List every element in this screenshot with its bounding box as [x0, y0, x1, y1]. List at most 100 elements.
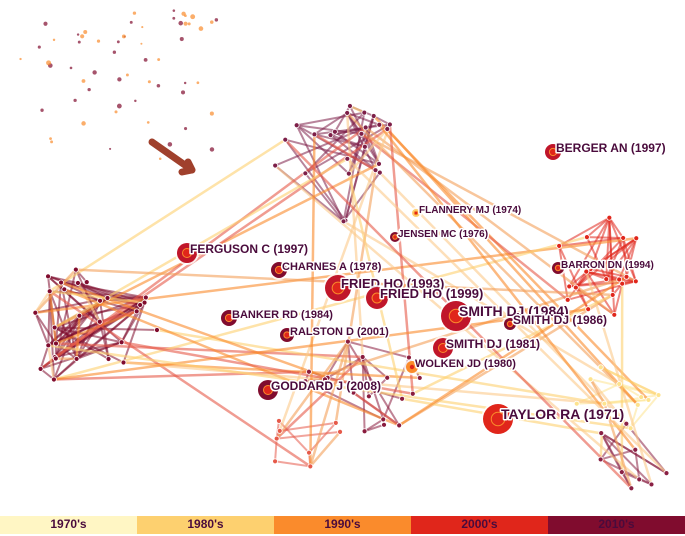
- edge: [47, 345, 56, 380]
- edge: [346, 112, 639, 406]
- legend: 1970's 1980's 1990's 2000's 2010's: [0, 516, 685, 534]
- edge: [589, 378, 628, 425]
- node-label: TAYLOR RA (1971): [501, 406, 624, 422]
- node: [272, 162, 279, 169]
- minimap-node: [214, 18, 219, 22]
- node-label: CHARNES A (1978): [282, 261, 382, 273]
- node: [133, 308, 140, 315]
- node-core: [408, 363, 416, 371]
- minimap-node: [183, 21, 188, 26]
- node: [51, 324, 58, 331]
- minimap-node: [87, 87, 91, 92]
- node: [627, 425, 634, 432]
- node: [120, 359, 127, 366]
- node: [399, 395, 405, 402]
- legend-label: 2000's: [461, 517, 498, 531]
- node: [154, 327, 160, 333]
- minimap-node: [129, 20, 133, 24]
- node: [396, 422, 403, 429]
- node: [45, 342, 52, 349]
- node: [380, 416, 387, 423]
- node: [273, 435, 280, 442]
- minimap-node: [81, 121, 86, 126]
- minimap-node: [141, 26, 144, 29]
- node: [384, 126, 391, 132]
- edge: [48, 344, 631, 430]
- edge: [278, 420, 310, 454]
- minimap-node: [210, 20, 214, 24]
- node: [347, 103, 353, 109]
- node: [603, 276, 610, 283]
- node: [623, 273, 630, 280]
- node: [566, 283, 573, 290]
- edge: [313, 133, 377, 172]
- node-core: [392, 234, 398, 240]
- edge: [308, 422, 337, 454]
- node: [362, 124, 369, 131]
- node-label: JENSEN MC (1976): [398, 229, 488, 240]
- node: [72, 266, 79, 273]
- node: [628, 485, 635, 492]
- edge: [75, 315, 81, 360]
- node-core: [331, 281, 345, 295]
- node-label: WOLKEN JD (1980): [415, 358, 516, 370]
- edge: [48, 291, 58, 344]
- node: [332, 419, 339, 426]
- node: [306, 368, 312, 375]
- minimap-node: [19, 57, 22, 61]
- node: [587, 376, 594, 383]
- edge: [342, 220, 620, 386]
- node-label: FERGUSON C (1997): [190, 242, 308, 256]
- edge: [49, 290, 312, 468]
- edge: [295, 124, 350, 175]
- minimap-node: [146, 121, 150, 124]
- minimap-node: [77, 40, 81, 44]
- edge: [34, 290, 51, 314]
- node: [51, 376, 57, 383]
- edge: [361, 356, 385, 420]
- node: [358, 130, 365, 137]
- node-label: FRIED HO (1993): [341, 276, 444, 291]
- node: [344, 338, 351, 345]
- minimap-node: [180, 90, 186, 95]
- node: [636, 476, 643, 483]
- legend-swatch: [0, 516, 138, 534]
- minimap-node: [198, 26, 204, 31]
- edge: [275, 356, 364, 440]
- node: [416, 375, 423, 381]
- node: [556, 243, 563, 249]
- node: [638, 394, 645, 401]
- edge: [122, 302, 146, 363]
- node: [386, 121, 393, 128]
- node: [345, 170, 352, 177]
- node: [105, 356, 112, 362]
- minimap-node: [116, 103, 122, 109]
- node: [141, 299, 148, 306]
- node-core: [438, 343, 448, 353]
- node: [96, 318, 103, 325]
- node: [619, 280, 626, 287]
- edge: [39, 345, 50, 370]
- node: [601, 400, 608, 407]
- minimap-node: [209, 111, 214, 116]
- edge: [398, 275, 628, 427]
- node-label: BERGER AN (1997): [556, 141, 666, 155]
- node: [611, 311, 618, 318]
- node: [616, 276, 623, 283]
- minimap-node: [96, 39, 101, 43]
- edge: [309, 431, 341, 468]
- minimap-node: [117, 77, 122, 82]
- edge: [629, 394, 660, 429]
- node: [293, 122, 300, 129]
- node: [606, 214, 613, 221]
- edge: [388, 124, 415, 394]
- node: [52, 355, 59, 362]
- edge: [49, 289, 145, 304]
- node: [276, 418, 282, 424]
- edge: [568, 217, 611, 287]
- node: [584, 234, 590, 240]
- minimap-node: [172, 16, 176, 20]
- edge: [378, 124, 637, 451]
- minimap-node: [116, 40, 120, 44]
